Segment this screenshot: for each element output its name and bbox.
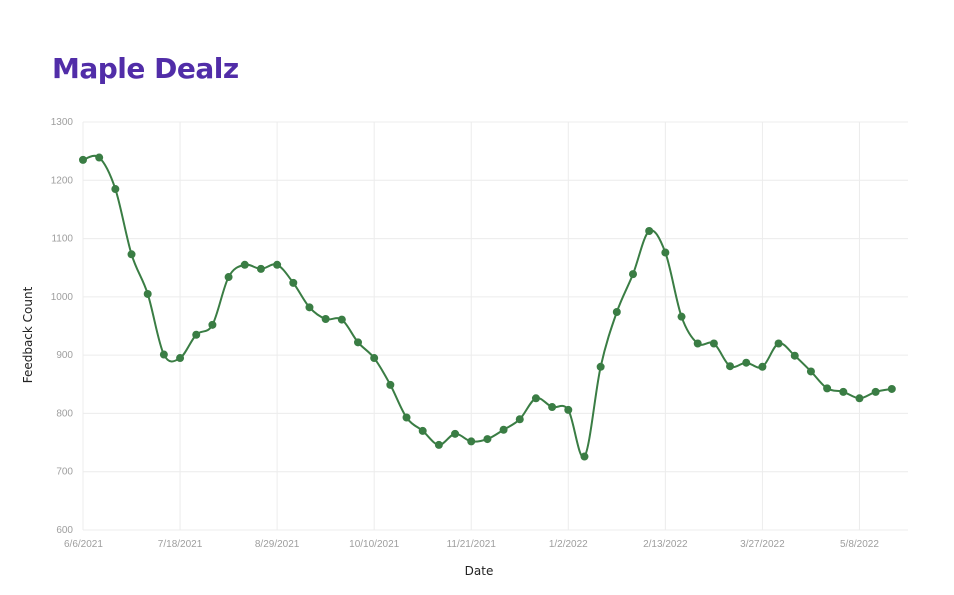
data-point xyxy=(418,426,427,435)
x-tick-label: 6/6/2021 xyxy=(64,539,103,550)
y-tick-label: 800 xyxy=(56,408,73,419)
data-point xyxy=(386,380,395,389)
data-point xyxy=(451,429,460,438)
data-point xyxy=(726,362,735,371)
data-point xyxy=(370,354,379,363)
data-point xyxy=(677,312,686,321)
data-point xyxy=(887,384,896,393)
y-tick-label: 1200 xyxy=(51,175,74,186)
data-point xyxy=(402,413,411,422)
data-point xyxy=(273,260,282,269)
data-point xyxy=(661,248,670,257)
y-tick-label: 1300 xyxy=(51,117,74,128)
data-point xyxy=(709,339,718,348)
data-point xyxy=(531,394,540,403)
data-point xyxy=(806,367,815,376)
x-tick-label: 1/2/2022 xyxy=(549,539,588,550)
data-point xyxy=(823,384,832,393)
data-point xyxy=(208,320,217,329)
data-point xyxy=(645,226,654,235)
y-tick-label: 1100 xyxy=(51,234,73,245)
x-tick-label: 8/29/2021 xyxy=(255,539,300,550)
data-point xyxy=(289,278,298,287)
data-point xyxy=(564,405,573,414)
data-point xyxy=(855,394,864,403)
data-point xyxy=(434,440,443,449)
y-axis-title: Feedback Count xyxy=(21,286,35,383)
grid-lines xyxy=(82,121,908,531)
x-tick-label: 10/10/2021 xyxy=(349,539,399,550)
data-point xyxy=(176,354,185,363)
data-point xyxy=(483,435,492,444)
data-point xyxy=(224,273,233,282)
data-point xyxy=(79,155,87,164)
y-tick-labels: 600 700 800 900 1000 1100 1200 1300 xyxy=(51,117,74,536)
data-point xyxy=(629,270,637,279)
x-tick-labels: 6/6/2021 7/18/2021 8/29/2021 10/10/2021 11/2… xyxy=(64,539,879,550)
data-point xyxy=(774,339,783,348)
x-tick-label: 11/21/2021 xyxy=(447,539,497,550)
data-point xyxy=(354,338,362,347)
data-point xyxy=(871,387,880,396)
x-tick-label: 5/8/2022 xyxy=(840,539,879,550)
data-point xyxy=(143,289,152,298)
data-point xyxy=(95,153,104,162)
data-point xyxy=(693,339,702,348)
data-point xyxy=(790,351,799,360)
data-point xyxy=(256,264,265,273)
y-tick-label: 900 xyxy=(56,350,73,361)
y-tick-label: 700 xyxy=(56,467,73,478)
y-tick-label: 600 xyxy=(56,525,73,536)
x-tick-label: 3/27/2022 xyxy=(740,539,785,550)
data-point xyxy=(321,315,330,324)
data-point xyxy=(499,425,508,434)
data-point xyxy=(305,303,314,312)
data-point xyxy=(548,403,557,412)
x-tick-label: 7/18/2021 xyxy=(158,539,203,550)
data-point xyxy=(192,330,201,339)
data-point xyxy=(515,415,524,424)
series-line xyxy=(82,154,893,459)
data-point xyxy=(337,315,346,324)
x-tick-label: 2/13/2022 xyxy=(643,539,688,550)
data-point xyxy=(127,250,136,259)
data-point xyxy=(111,185,120,194)
data-point xyxy=(612,308,621,317)
x-axis-title: Date xyxy=(465,564,494,578)
data-point xyxy=(159,350,168,359)
data-point xyxy=(580,452,589,461)
y-tick-label: 1000 xyxy=(51,292,74,303)
data-points xyxy=(79,153,896,461)
data-point xyxy=(596,362,605,371)
chart-title: Maple Dealz xyxy=(52,52,239,85)
data-point xyxy=(839,387,848,396)
data-point xyxy=(742,358,751,367)
data-point xyxy=(240,260,249,269)
data-point xyxy=(467,437,476,446)
data-point xyxy=(758,362,767,371)
